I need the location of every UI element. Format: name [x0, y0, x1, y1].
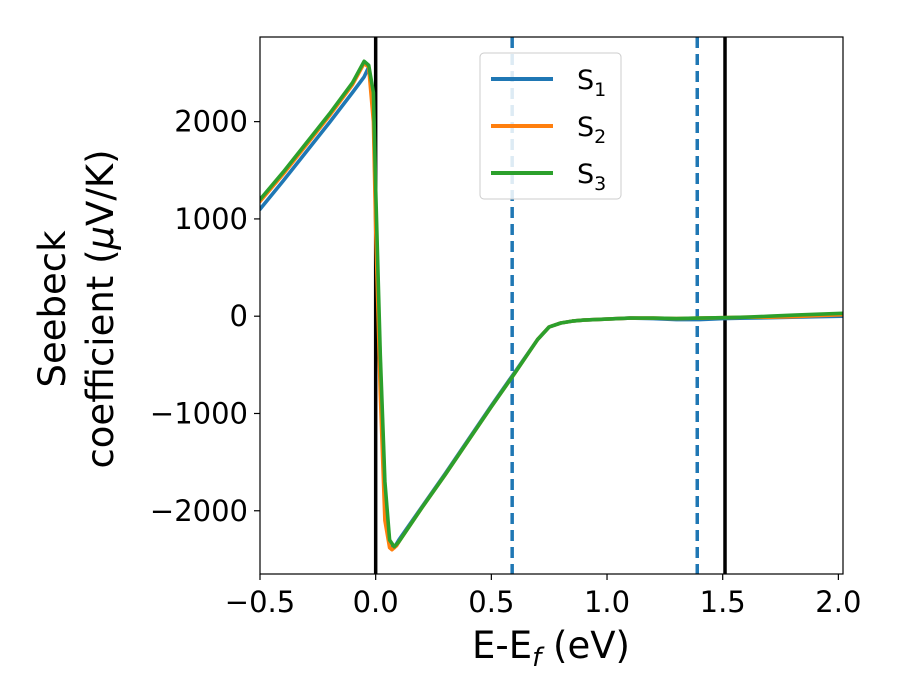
- x-axis-label-main: E-E: [472, 624, 532, 667]
- y-axis-label-mu: μ: [79, 226, 122, 251]
- x-axis-label: E-Ef (eV): [472, 624, 630, 673]
- legend-label-1: S1: [577, 65, 606, 101]
- legend-label-2: S2: [577, 112, 606, 148]
- x-tick-label-3: 1.0: [584, 585, 630, 619]
- y-axis-label-line1: Seebeck: [31, 230, 74, 388]
- y-axis-label-prefix: coefficient (: [79, 249, 122, 468]
- series-line-3: [260, 59, 843, 549]
- legend-label-3: S3: [577, 159, 606, 195]
- y-tick-label-0: −2000: [150, 494, 248, 528]
- x-axis-label-suffix: (eV): [541, 624, 630, 667]
- x-tick-label-0: −0.5: [225, 585, 295, 619]
- x-tick-label-5: 2.0: [815, 585, 861, 619]
- x-tick-label-4: 1.5: [700, 585, 746, 619]
- x-axis: −0.5 0.0 0.5 1.0 1.5 2.0: [225, 574, 861, 619]
- x-tick-label-2: 0.5: [468, 585, 514, 619]
- y-axis: −2000 −1000 0 1000 2000: [150, 105, 260, 528]
- y-tick-label-2: 0: [230, 299, 248, 333]
- y-axis-label-line2: coefficient (μV/K): [79, 149, 122, 468]
- y-tick-label-4: 2000: [174, 105, 248, 139]
- x-tick-label-1: 0.0: [353, 585, 399, 619]
- y-axis-label-suffix: V/K): [79, 149, 122, 225]
- y-tick-label-1: −1000: [150, 396, 248, 430]
- series-lines: [260, 59, 843, 552]
- plot-frame: [259, 36, 844, 575]
- y-axis-label: Seebeck coefficient (μV/K): [31, 149, 122, 468]
- y-tick-label-3: 1000: [174, 202, 248, 236]
- legend: S1 S2 S3: [479, 52, 622, 200]
